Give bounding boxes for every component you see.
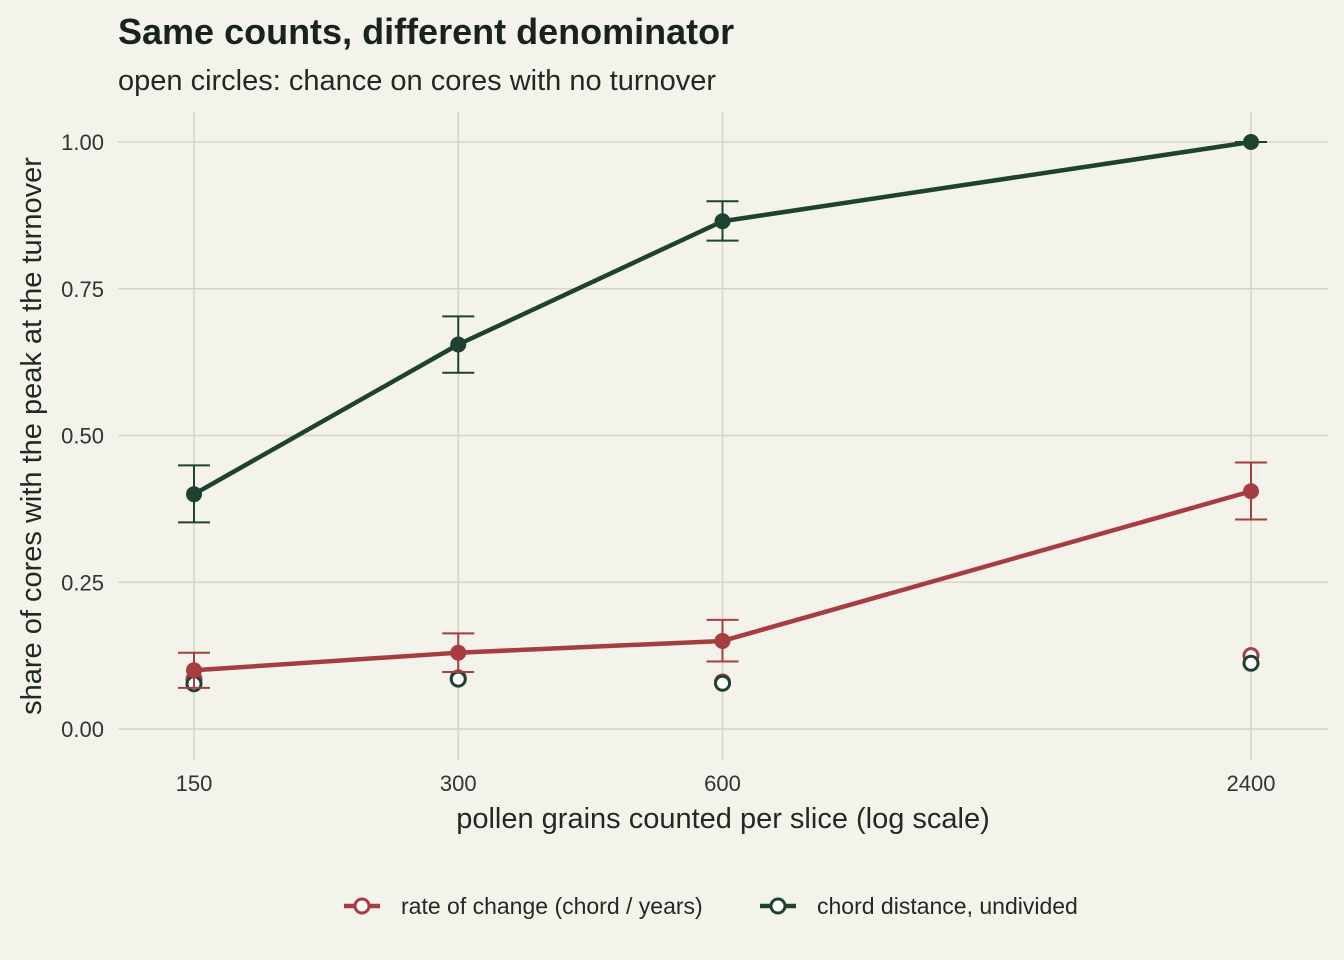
legend: rate of change (chord / years) chord dist… <box>344 893 1078 919</box>
data-point <box>450 644 467 661</box>
chance-point <box>714 674 731 692</box>
legend-swatch-marker <box>353 897 371 915</box>
x-tick-label: 2400 <box>1227 771 1276 796</box>
gridlines <box>118 112 1328 760</box>
data-point <box>714 632 731 649</box>
chart-title: Same counts, different denominator <box>118 11 734 52</box>
y-tick-label: 0.00 <box>61 717 104 742</box>
chance-points-series-2 <box>185 654 1260 693</box>
y-tick-label: 0.75 <box>61 277 104 302</box>
x-axis-ticks: 150 300 600 2400 <box>176 771 1276 796</box>
legend-item-2: chord distance, undivided <box>760 893 1078 919</box>
chance-point <box>449 670 467 688</box>
x-axis-title: pollen grains counted per slice (log sca… <box>456 803 990 835</box>
series-2 <box>178 134 1267 524</box>
x-tick-label: 150 <box>176 771 213 796</box>
data-point <box>186 662 202 679</box>
series-1 <box>178 461 1267 689</box>
legend-swatch-marker <box>769 897 787 915</box>
data-point <box>714 213 731 230</box>
legend-item-1: rate of change (chord / years) <box>344 893 703 919</box>
legend-label: chord distance, undivided <box>817 893 1078 919</box>
chart-subtitle: open circles: chance on cores with no tu… <box>118 65 716 97</box>
y-axis-title: share of cores with the peak at the turn… <box>16 157 48 715</box>
data-point <box>186 486 202 503</box>
series-layer <box>178 134 1267 693</box>
data-point <box>1243 134 1259 150</box>
series-line <box>192 139 1252 497</box>
x-tick-label: 600 <box>704 771 741 796</box>
legend-label: rate of change (chord / years) <box>401 893 703 919</box>
y-tick-label: 0.25 <box>61 570 104 595</box>
chance-point <box>1242 654 1260 672</box>
data-point <box>1243 483 1259 500</box>
y-tick-label: 1.00 <box>61 130 104 155</box>
x-tick-label: 300 <box>440 771 477 796</box>
data-point <box>450 336 467 353</box>
y-tick-label: 0.50 <box>61 424 104 449</box>
series-line <box>193 489 1252 673</box>
y-axis-ticks: 0.00 0.25 0.50 0.75 1.00 <box>61 130 104 742</box>
